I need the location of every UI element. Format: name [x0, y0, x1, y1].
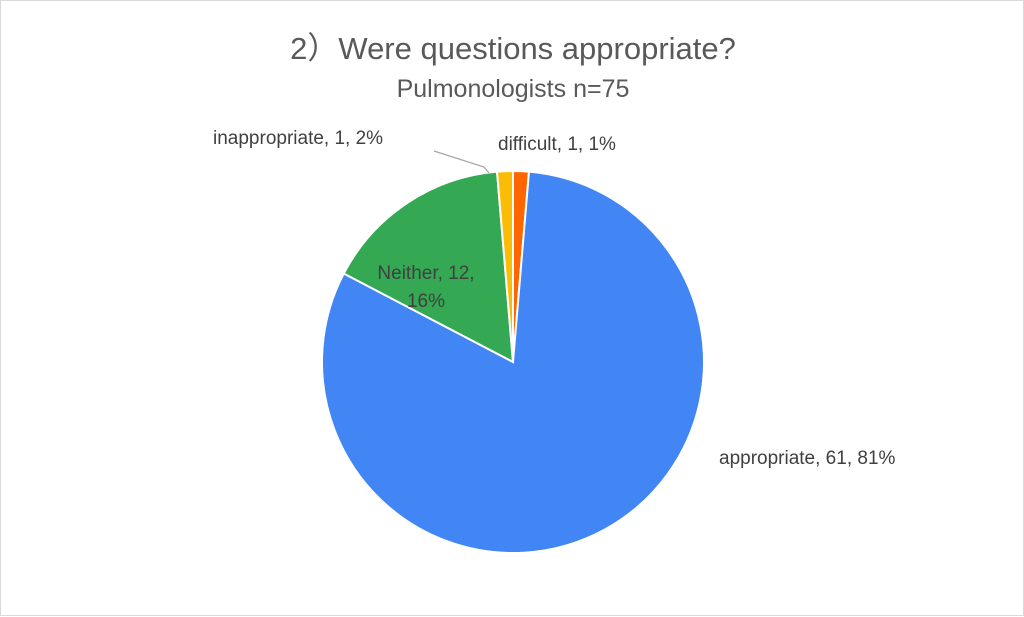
data-label-inappropriate: inappropriate, 1, 2%	[213, 128, 383, 149]
data-label-neither-line1: Neither, 12,	[377, 263, 474, 284]
pie-slice-inappropriate	[495, 169, 514, 363]
leader-line-inappropriate	[433, 150, 490, 174]
pie-slice-neither	[342, 170, 515, 364]
data-label-appropriate: appropriate, 61, 81%	[719, 448, 896, 469]
chart-title: 2）Were questions appropriate?	[290, 31, 736, 66]
data-label-neither-line2: 16%	[407, 291, 445, 312]
chart-subtitle: Pulmonologists n=75	[397, 75, 630, 103]
pie-slices	[321, 169, 705, 554]
data-label-difficult: difficult, 1, 1%	[498, 134, 616, 155]
